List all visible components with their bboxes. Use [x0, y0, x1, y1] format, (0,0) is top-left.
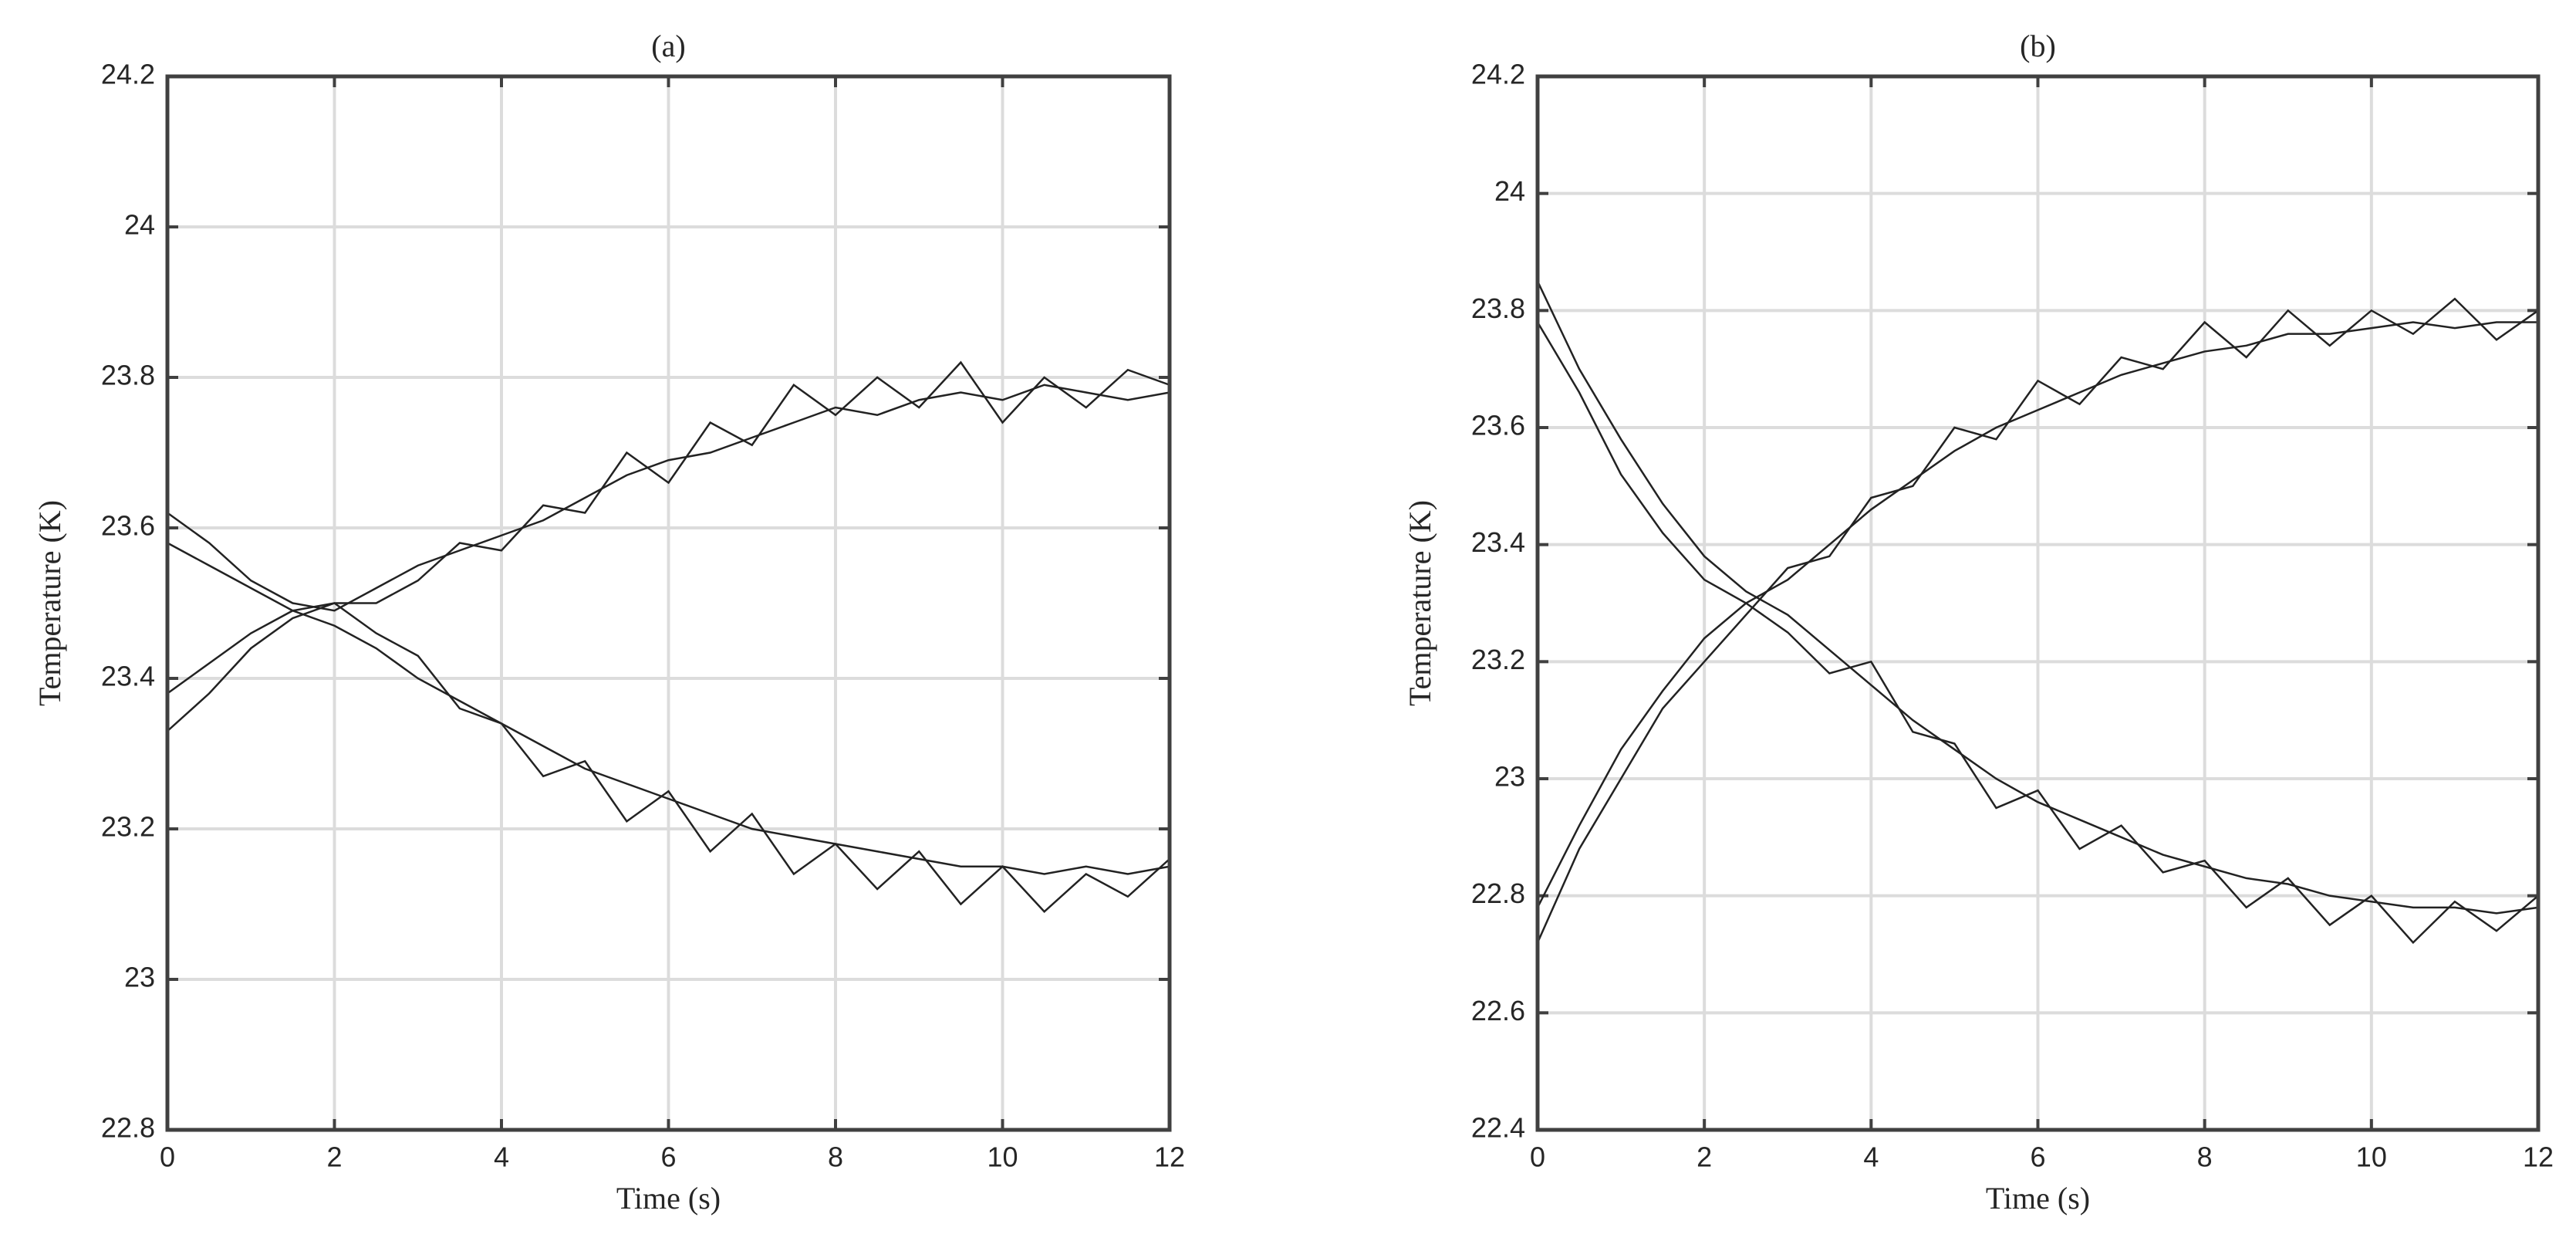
y-tick-label: 23 [1494, 761, 1525, 793]
y-tick-label: 22.8 [101, 1112, 155, 1144]
y-tick-label: 23.2 [1471, 644, 1525, 675]
y-tick-label: 23.4 [1471, 526, 1525, 558]
x-tick-label: 2 [1697, 1141, 1712, 1173]
x-tick-label: 0 [160, 1141, 175, 1173]
axes-frame [165, 74, 1172, 1132]
series-line [167, 602, 1170, 914]
y-tick-label: 24.2 [1471, 59, 1525, 90]
x-tick-label: 8 [828, 1141, 843, 1173]
y-axis-label: Temperature (K) [32, 500, 67, 706]
x-tick-label: 4 [1863, 1141, 1879, 1173]
y-tick-label: 23.8 [101, 360, 155, 391]
y-tick-label: 22.8 [1471, 877, 1525, 909]
chart-title: (b) [2020, 29, 2056, 63]
series-line [1536, 280, 2539, 915]
y-tick-label: 23.6 [101, 510, 155, 542]
y-axis-label: Temperature (K) [1403, 500, 1437, 706]
y-tick-label: 24 [124, 209, 155, 241]
x-tick-label: 4 [494, 1141, 509, 1173]
chart-title: (a) [651, 29, 685, 63]
y-tick-label: 23.8 [1471, 292, 1525, 324]
x-tick-label: 8 [2197, 1141, 2213, 1173]
x-tick-label: 6 [660, 1141, 676, 1173]
x-axis-label: Time (s) [616, 1181, 721, 1216]
y-tick-label: 22.6 [1471, 995, 1525, 1026]
y-tick-label: 23.4 [101, 661, 155, 692]
series-line [1536, 321, 2539, 945]
axes-frame [1535, 74, 2541, 1132]
series-line [1536, 321, 2538, 908]
y-tick-label: 22.4 [1471, 1112, 1525, 1144]
series-line [1536, 297, 2539, 943]
y-tick-label: 23.6 [1471, 410, 1525, 441]
x-tick-label: 12 [1154, 1141, 1185, 1173]
y-tick-label: 24 [1494, 175, 1525, 207]
x-axis-label: Time (s) [1986, 1181, 2090, 1216]
x-tick-label: 10 [2356, 1141, 2387, 1173]
y-tick-label: 23.2 [101, 811, 155, 843]
x-tick-label: 12 [2523, 1141, 2554, 1173]
y-tick-label: 23 [124, 962, 155, 993]
x-tick-label: 6 [2030, 1141, 2045, 1173]
x-tick-label: 2 [326, 1141, 342, 1173]
x-tick-label: 10 [987, 1141, 1018, 1173]
series-line [167, 384, 1170, 612]
x-tick-label: 0 [1530, 1141, 1545, 1173]
y-tick-label: 24.2 [101, 59, 155, 90]
